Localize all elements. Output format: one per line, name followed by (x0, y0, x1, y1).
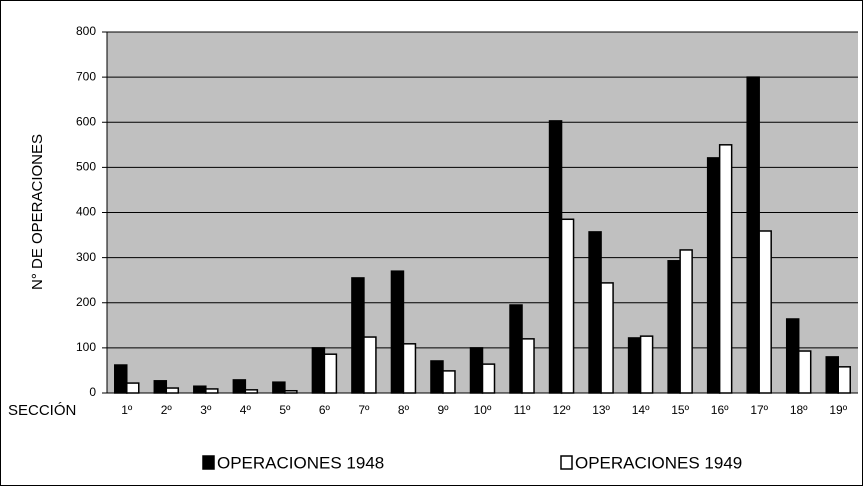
legend-label: OPERACIONES 1948 (217, 453, 384, 472)
y-tick-label: 500 (76, 160, 96, 174)
bar (430, 360, 444, 394)
bar (521, 338, 535, 394)
x-tick-label: 19º (829, 403, 847, 417)
bar (746, 76, 760, 394)
y-tick-label: 600 (76, 114, 96, 128)
x-tick-label: 6º (319, 403, 331, 417)
bar (469, 347, 484, 394)
legend-swatch (202, 455, 215, 470)
bar (718, 144, 733, 394)
bar (600, 282, 614, 394)
x-tick-label: 13º (592, 403, 610, 417)
bar (509, 304, 523, 394)
x-tick-label: 12º (553, 403, 571, 417)
y-tick-label: 700 (76, 69, 96, 83)
bar (639, 335, 654, 394)
bar (627, 337, 642, 394)
x-tick-label: 3º (200, 403, 212, 417)
x-tick-label: 4º (240, 403, 252, 417)
bar (706, 157, 721, 394)
x-tick-label: 8º (398, 403, 410, 417)
y-tick-label: 300 (76, 250, 96, 264)
x-tick-label: 15º (671, 403, 689, 417)
x-tick-label: 7º (358, 403, 370, 417)
bar (153, 380, 168, 394)
bar (560, 218, 575, 394)
y-tick-label: 200 (76, 295, 96, 309)
bar (205, 388, 219, 394)
legend-label: OPERACIONES 1949 (575, 453, 742, 472)
bar (402, 343, 417, 394)
y-axis-label: N° DE OPERACIONES (29, 134, 46, 290)
x-tick-label: 10º (474, 403, 492, 417)
bar (193, 385, 207, 394)
bar (785, 318, 800, 394)
bar (679, 249, 693, 394)
bar (323, 353, 338, 394)
bar (284, 389, 298, 394)
x-axis-label: SECCIÓN (8, 402, 76, 419)
x-tick-label: 18º (790, 403, 808, 417)
bar (797, 350, 812, 394)
bar (351, 277, 365, 394)
legend-swatch (560, 455, 573, 470)
x-tick-label: 9º (437, 403, 449, 417)
bar (588, 231, 602, 394)
bar (232, 379, 247, 394)
bar (363, 336, 377, 394)
y-tick-label: 0 (89, 385, 96, 399)
x-tick-label: 17º (750, 403, 768, 417)
x-tick-label: 1º (121, 403, 133, 417)
y-tick-label: 800 (76, 24, 96, 38)
bar (126, 382, 140, 394)
x-tick-label: 16º (711, 403, 729, 417)
bar (667, 260, 681, 394)
bar (244, 389, 259, 394)
bar (390, 270, 405, 394)
x-tick-label: 5º (279, 403, 291, 417)
x-tick-label: 11º (514, 403, 531, 417)
bar (837, 366, 851, 394)
bar (272, 381, 286, 394)
y-tick-label: 400 (76, 205, 96, 219)
x-tick-label: 14º (632, 403, 650, 417)
bar (481, 363, 496, 394)
bar (825, 356, 839, 394)
bar (442, 370, 456, 394)
y-tick-label: 100 (76, 340, 96, 354)
bar (548, 120, 563, 394)
bar (311, 347, 326, 394)
bar (114, 364, 128, 394)
bar (758, 230, 772, 394)
bar (165, 387, 180, 394)
x-tick-label: 2º (161, 403, 173, 417)
